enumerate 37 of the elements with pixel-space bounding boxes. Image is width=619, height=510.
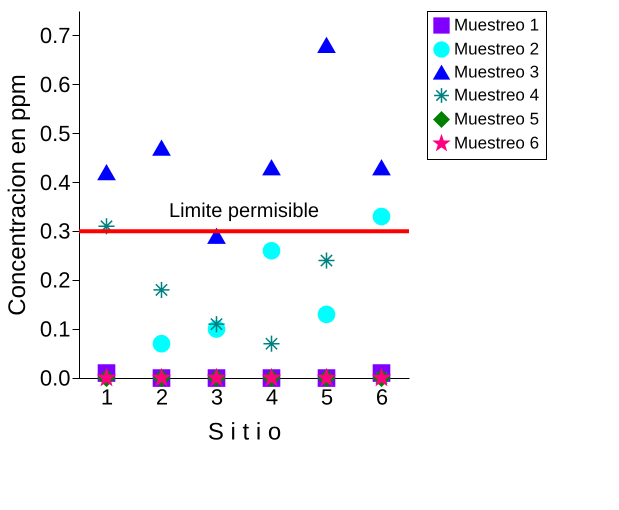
x-axis-title: S i t i o [208,418,282,446]
point [152,140,170,156]
point [318,306,336,324]
x-tick-label: 5 [320,384,334,410]
y-tick-label: 0.6 [40,72,70,97]
ref-line-label: Limite permisible [168,200,320,222]
point [208,228,226,244]
point [372,160,390,176]
y-tick-label: 0.0 [40,366,70,390]
legend-label: Muestreo 3 [454,62,540,82]
x-tick-label: 6 [376,384,388,410]
point [262,242,280,260]
y-tick-label: 0.4 [40,170,70,195]
legend-label: Muestreo 5 [454,110,540,128]
y-tick-label: 0.7 [40,22,70,48]
x-tick-label: 4 [266,384,278,410]
y-axis-title: Concentracion en ppm [4,74,31,316]
x-tick-label: 3 [210,384,224,410]
y-tick-label: 0.2 [40,268,70,293]
x-tick-label: 2 [156,384,168,410]
legend-label: Muestreo 6 [454,134,540,152]
point [318,252,336,270]
y-tick-label: 0.5 [40,120,70,146]
y-tick-label: 0.1 [40,316,70,342]
legend-label: Muestreo 2 [454,40,540,58]
point [152,334,170,353]
y-tick-label: 0.3 [40,218,70,244]
legend-label: Muestreo 1 [454,16,540,34]
point [208,315,226,333]
legend-label: Muestreo 4 [454,86,540,104]
point [262,160,280,176]
point [152,281,170,299]
point [318,38,336,53]
point [372,208,390,226]
x-tick-label: 1 [100,384,114,410]
point [262,334,280,353]
point [98,164,116,180]
